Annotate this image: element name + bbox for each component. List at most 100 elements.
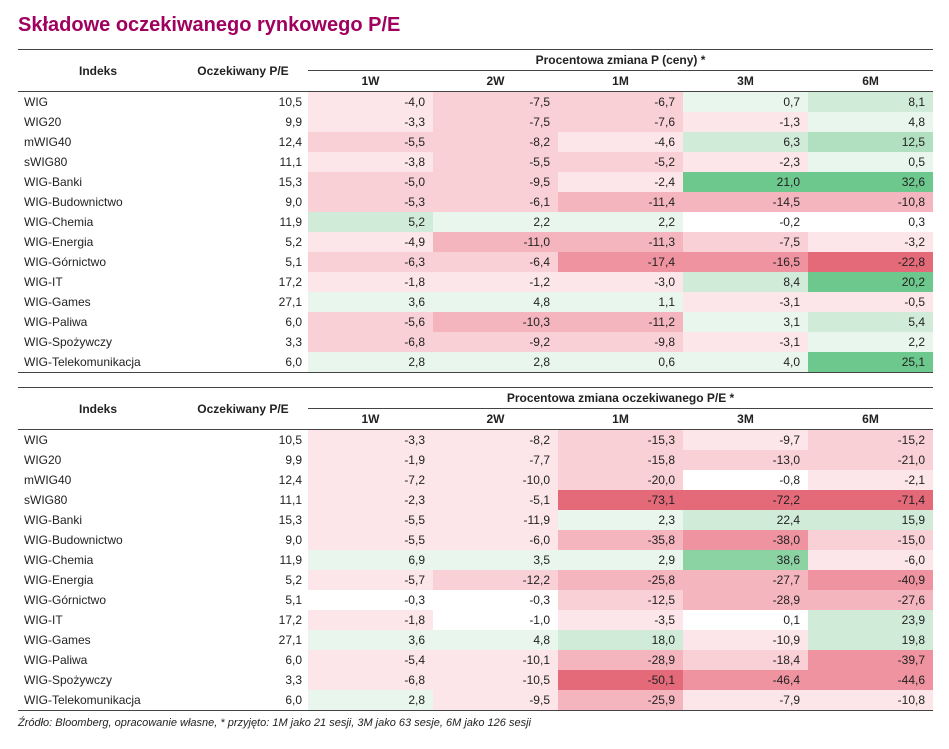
table-row: WIG209,9-1,9-7,7-15,8-13,0-21,0 <box>18 450 933 470</box>
cell-value: -2,3 <box>683 152 808 172</box>
cell-index: WIG-Chemia <box>18 550 178 570</box>
cell-value: -6,8 <box>308 332 433 352</box>
table-row: WIG-Chemia11,96,93,52,938,6-6,0 <box>18 550 933 570</box>
cell-value: 1,1 <box>558 292 683 312</box>
cell-value: 3,1 <box>683 312 808 332</box>
cell-pe: 5,1 <box>178 252 308 272</box>
cell-pe: 5,2 <box>178 570 308 590</box>
cell-value: -71,4 <box>808 490 933 510</box>
cell-pe: 3,3 <box>178 670 308 690</box>
col-header-period: 1M <box>558 71 683 92</box>
cell-value: -3,1 <box>683 292 808 312</box>
cell-value: 2,2 <box>433 212 558 232</box>
cell-value: -14,5 <box>683 192 808 212</box>
cell-pe: 5,2 <box>178 232 308 252</box>
cell-value: -7,6 <box>558 112 683 132</box>
page-title: Składowe oczekiwanego rynkowego P/E <box>18 14 931 37</box>
cell-value: -46,4 <box>683 670 808 690</box>
cell-pe: 10,5 <box>178 92 308 113</box>
cell-pe: 6,0 <box>178 650 308 670</box>
cell-value: -5,4 <box>308 650 433 670</box>
cell-value: -5,2 <box>558 152 683 172</box>
cell-value: -11,3 <box>558 232 683 252</box>
table-row: WIG-Paliwa6,0-5,6-10,3-11,23,15,4 <box>18 312 933 332</box>
cell-value: -5,1 <box>433 490 558 510</box>
cell-value: -1,2 <box>433 272 558 292</box>
cell-pe: 9,9 <box>178 450 308 470</box>
cell-index: WIG-Górnictwo <box>18 252 178 272</box>
cell-value: -0,8 <box>683 470 808 490</box>
cell-value: -1,8 <box>308 272 433 292</box>
cell-pe: 11,1 <box>178 490 308 510</box>
cell-value: 19,8 <box>808 630 933 650</box>
cell-value: 8,4 <box>683 272 808 292</box>
cell-value: 4,8 <box>808 112 933 132</box>
cell-value: -7,5 <box>433 92 558 113</box>
cell-value: -5,5 <box>308 132 433 152</box>
table-row: WIG-Banki15,3-5,5-11,92,322,415,9 <box>18 510 933 530</box>
cell-pe: 27,1 <box>178 292 308 312</box>
cell-value: -10,8 <box>808 690 933 711</box>
cell-value: -2,3 <box>308 490 433 510</box>
cell-value: -10,8 <box>808 192 933 212</box>
cell-value: -15,8 <box>558 450 683 470</box>
cell-value: -7,5 <box>683 232 808 252</box>
table-row: WIG-Budownictwo9,0-5,3-6,1-11,4-14,5-10,… <box>18 192 933 212</box>
cell-value: 12,5 <box>808 132 933 152</box>
cell-value: -12,2 <box>433 570 558 590</box>
cell-value: -10,3 <box>433 312 558 332</box>
cell-value: -11,2 <box>558 312 683 332</box>
cell-value: -4,6 <box>558 132 683 152</box>
cell-value: -50,1 <box>558 670 683 690</box>
cell-value: 6,3 <box>683 132 808 152</box>
col-header-period: 1W <box>308 409 433 430</box>
table-row: sWIG8011,1-2,3-5,1-73,1-72,2-71,4 <box>18 490 933 510</box>
col-header-span: Procentowa zmiana oczekiwanego P/E * <box>308 388 933 409</box>
cell-value: -12,5 <box>558 590 683 610</box>
table-row: WIG-IT17,2-1,8-1,2-3,08,420,2 <box>18 272 933 292</box>
cell-index: WIG20 <box>18 450 178 470</box>
table-row: WIG-IT17,2-1,8-1,0-3,50,123,9 <box>18 610 933 630</box>
cell-value: -5,5 <box>308 510 433 530</box>
cell-value: -73,1 <box>558 490 683 510</box>
table-row: WIG-Chemia11,95,22,22,2-0,20,3 <box>18 212 933 232</box>
cell-value: -6,4 <box>433 252 558 272</box>
col-header-period: 6M <box>808 71 933 92</box>
cell-value: 5,4 <box>808 312 933 332</box>
cell-value: -13,0 <box>683 450 808 470</box>
cell-value: -11,0 <box>433 232 558 252</box>
cell-value: 4,8 <box>433 630 558 650</box>
cell-value: -0,3 <box>308 590 433 610</box>
cell-value: -40,9 <box>808 570 933 590</box>
cell-value: -1,0 <box>433 610 558 630</box>
cell-index: WIG-Paliwa <box>18 312 178 332</box>
cell-index: sWIG80 <box>18 490 178 510</box>
cell-pe: 11,9 <box>178 212 308 232</box>
cell-value: -3,5 <box>558 610 683 630</box>
cell-value: -7,5 <box>433 112 558 132</box>
table-row: WIG-Games27,13,64,818,0-10,919,8 <box>18 630 933 650</box>
cell-pe: 12,4 <box>178 132 308 152</box>
cell-value: -4,0 <box>308 92 433 113</box>
col-header-period: 3M <box>683 409 808 430</box>
cell-value: -1,3 <box>683 112 808 132</box>
cell-index: WIG-IT <box>18 272 178 292</box>
cell-index: sWIG80 <box>18 152 178 172</box>
cell-pe: 6,0 <box>178 352 308 373</box>
cell-index: WIG-Banki <box>18 510 178 530</box>
cell-index: WIG-Budownictwo <box>18 192 178 212</box>
cell-pe: 17,2 <box>178 272 308 292</box>
cell-index: WIG-Budownictwo <box>18 530 178 550</box>
cell-value: -3,3 <box>308 112 433 132</box>
table-row: sWIG8011,1-3,8-5,5-5,2-2,30,5 <box>18 152 933 172</box>
cell-value: -7,7 <box>433 450 558 470</box>
cell-value: 20,2 <box>808 272 933 292</box>
cell-value: 2,2 <box>558 212 683 232</box>
cell-pe: 12,4 <box>178 470 308 490</box>
cell-index: WIG-Games <box>18 630 178 650</box>
cell-value: 15,9 <box>808 510 933 530</box>
cell-value: -6,3 <box>308 252 433 272</box>
cell-value: -0,3 <box>433 590 558 610</box>
cell-value: 8,1 <box>808 92 933 113</box>
cell-index: WIG <box>18 430 178 451</box>
